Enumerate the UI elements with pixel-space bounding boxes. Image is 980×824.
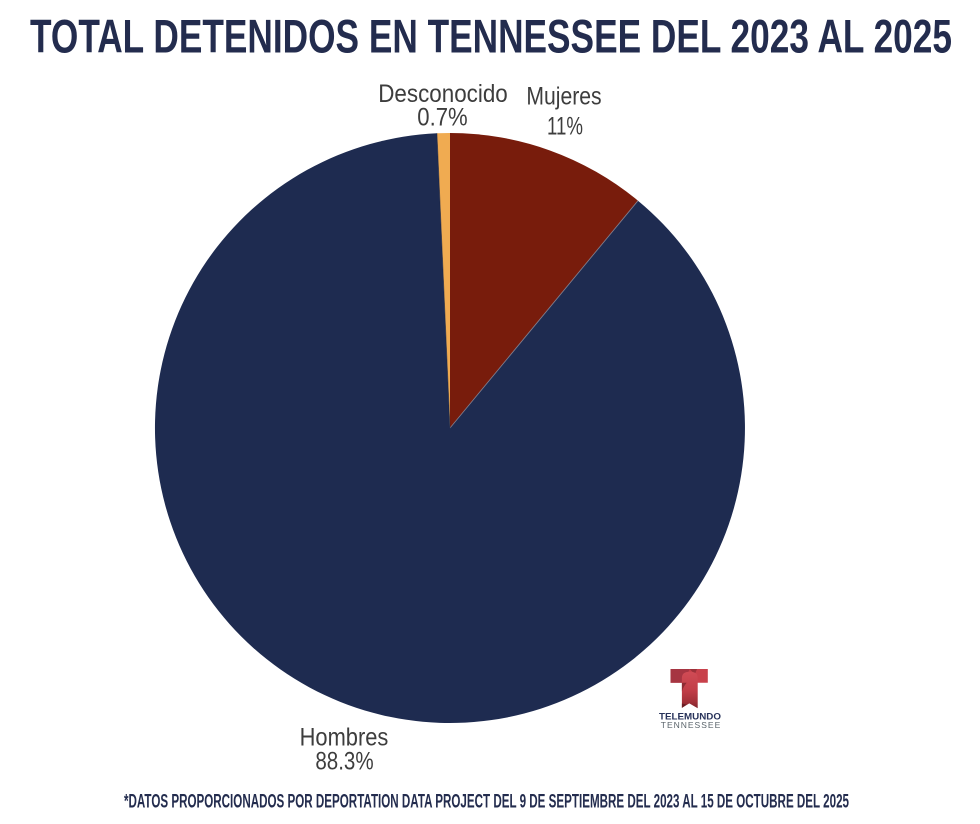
svg-text:Mujeres: Mujeres <box>526 83 601 111</box>
svg-text:Desconocido: Desconocido <box>378 80 508 108</box>
svg-text:11%: 11% <box>547 112 583 140</box>
svg-text:Hombres: Hombres <box>300 723 389 751</box>
svg-text:0.7%: 0.7% <box>417 104 467 132</box>
svg-text:88.3%: 88.3% <box>315 748 373 776</box>
svg-text:TENNESSEE: TENNESSEE <box>661 720 722 730</box>
svg-text:TOTAL DETENIDOS EN TENNESSEE D: TOTAL DETENIDOS EN TENNESSEE DEL 2023 AL… <box>30 11 952 64</box>
svg-text:*DATOS PROPORCIONADOS POR DEPO: *DATOS PROPORCIONADOS POR DEPORTATION DA… <box>124 790 849 812</box>
svg-text:TELEMUNDO: TELEMUNDO <box>659 712 721 723</box>
